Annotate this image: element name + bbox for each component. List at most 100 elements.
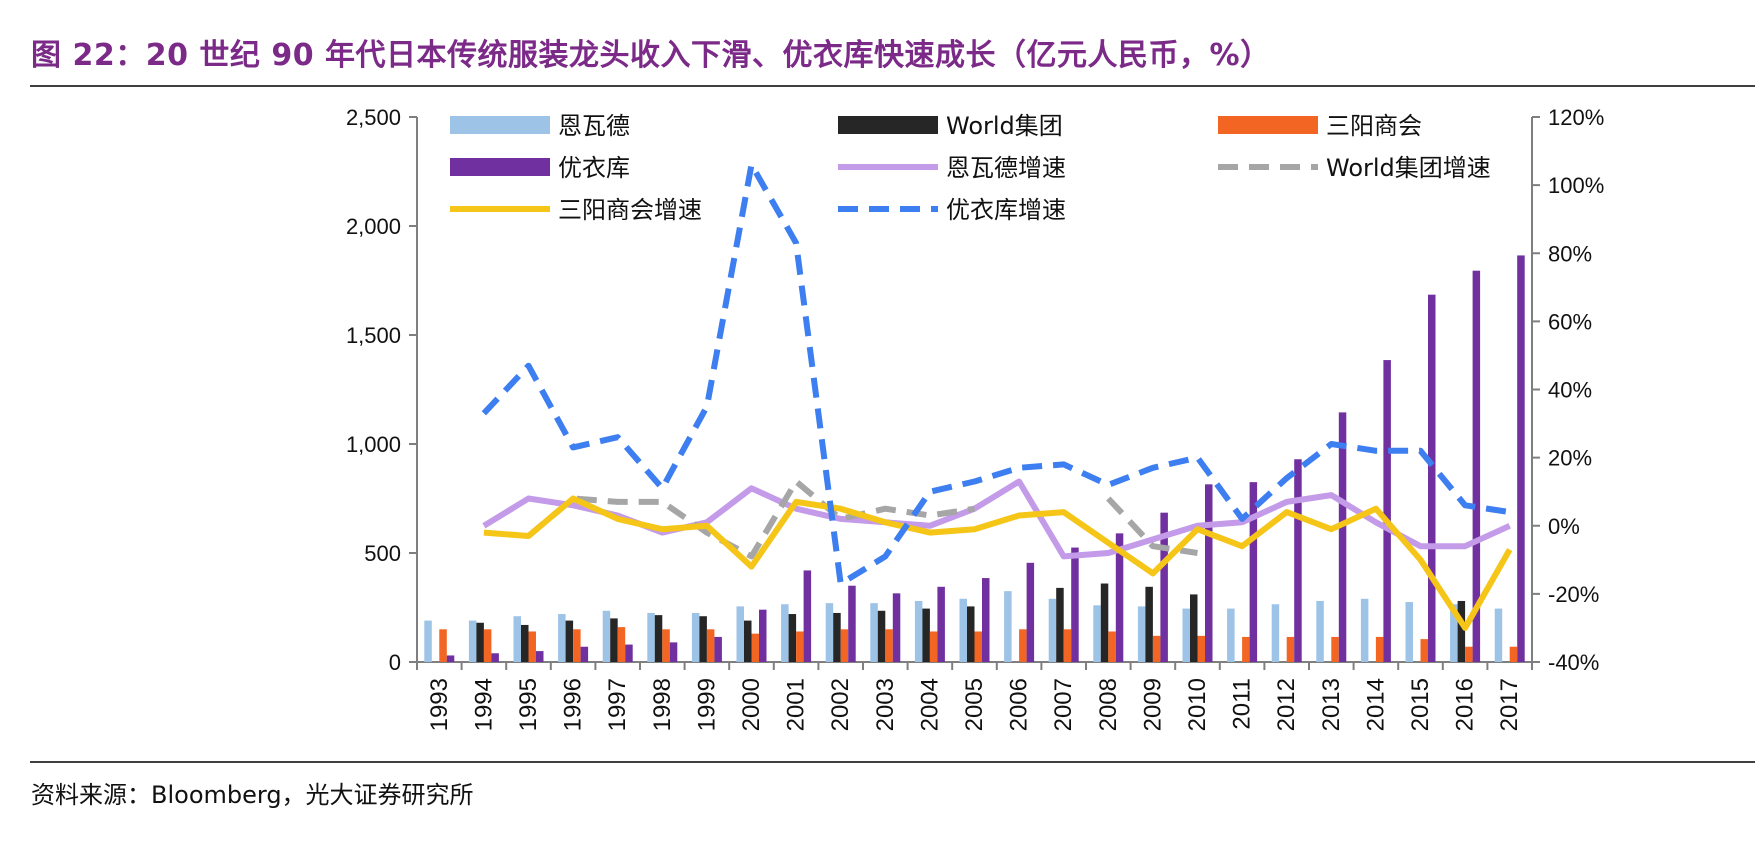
bar-0 [1227,608,1235,662]
bar-3 [848,585,856,662]
bar-series [424,255,1525,662]
bar-1 [654,615,663,662]
bar-1 [1457,600,1466,662]
bar-2 [528,631,536,662]
bar-2 [929,631,938,662]
right-tick-label: 0% [1548,514,1580,539]
legend-label: 三阳商会增速 [558,196,702,224]
bar-1 [1100,583,1109,662]
bar-0 [1048,598,1057,662]
bar-2 [1465,646,1473,662]
bar-1 [610,618,618,662]
legend-swatch [1218,116,1318,134]
bar-2 [885,629,893,662]
x-tick-label: 1995 [515,678,542,731]
bar-3 [1249,482,1258,662]
x-tick-label: 2017 [1496,678,1523,731]
bar-0 [424,620,432,662]
bar-3 [536,651,544,662]
bar-0 [1271,604,1280,662]
x-tick-label: 2001 [783,678,810,731]
source-divider [30,761,1755,763]
bar-2 [796,631,804,662]
bar-0 [602,610,611,662]
bar-1 [1145,586,1153,662]
bar-3 [669,642,678,662]
bar-2 [1331,636,1339,662]
bar-3 [1428,294,1436,662]
bar-2 [1108,631,1116,662]
legend-label: 恩瓦德 [558,112,630,140]
bar-1 [744,620,752,662]
x-tick-label: 2004 [916,678,943,731]
right-tick-label: 60% [1548,309,1592,334]
bar-1 [476,622,484,662]
bar-3 [1071,547,1079,662]
bar-2 [706,629,715,662]
bar-1 [877,610,886,662]
x-tick-label: 2000 [738,678,765,731]
left-tick-label: 1,500 [346,323,401,348]
bar-1 [967,606,975,662]
bar-0 [691,612,700,662]
source-note: 资料来源：Bloomberg，光大证券研究所 [31,781,474,809]
left-tick-label: 2,000 [346,214,401,239]
legend-swatch [450,158,550,176]
bar-3 [982,578,990,662]
bar-3 [1517,255,1525,662]
x-tick-label: 1998 [649,678,676,731]
bar-0 [1316,600,1324,662]
left-tick-label: 0 [389,650,401,675]
legend-label: 恩瓦德增速 [946,154,1066,182]
x-tick-label: 2016 [1452,678,1479,731]
bar-2 [1286,636,1295,662]
right-tick-label: 100% [1548,173,1604,198]
legend-swatch [450,116,550,134]
bar-3 [1115,533,1124,662]
bar-0 [781,604,789,662]
bar-0 [959,598,967,662]
bar-0 [1494,608,1503,662]
bar-3 [1472,270,1481,662]
bar-2 [1019,629,1027,662]
bar-1 [699,616,707,662]
title-divider [30,85,1755,87]
figure-title: 图 22：20 世纪 90 年代日本传统服装龙头收入下滑、优衣库快速成长（亿元人… [31,38,1271,73]
left-tick-label: 500 [364,541,401,566]
x-tick-label: 2006 [1006,678,1033,731]
x-tick-label: 2007 [1050,678,1077,731]
bar-3 [1205,484,1213,662]
bar-0 [1004,591,1012,662]
bar-1 [521,624,529,662]
right-tick-label: 20% [1548,446,1592,471]
x-tick-label: 1994 [470,678,497,731]
right-tick-label: -20% [1548,582,1599,607]
bar-3 [446,655,455,662]
left-tick-label: 2,500 [346,105,401,130]
bar-2 [1152,635,1161,662]
x-tick-label: 2005 [961,678,988,731]
x-tick-label: 2002 [827,678,854,731]
bar-3 [1294,459,1302,662]
bar-2 [974,631,982,662]
bar-3 [1383,360,1391,662]
bar-3 [937,586,945,662]
legend-label: 优衣库 [558,154,630,182]
chart-axes: 0 500 1,000 1,500 2,000 2,500 -40% -20% 0% 20% 40%… [346,105,1604,731]
bar-0 [1405,602,1413,662]
bar-1 [788,614,797,662]
bar-3 [892,593,901,662]
legend-label: 三阳商会 [1326,112,1422,140]
right-tick-label: 80% [1548,241,1592,266]
legend-label: 优衣库增速 [946,196,1066,224]
bar-0 [647,612,655,662]
bar-2 [573,629,581,662]
bar-3 [1338,412,1347,662]
x-tick-label: 1993 [426,678,453,731]
bar-3 [803,570,812,662]
bar-2 [751,633,759,662]
bar-0 [870,603,878,662]
bar-2 [662,629,670,662]
line-3 [481,161,1511,587]
